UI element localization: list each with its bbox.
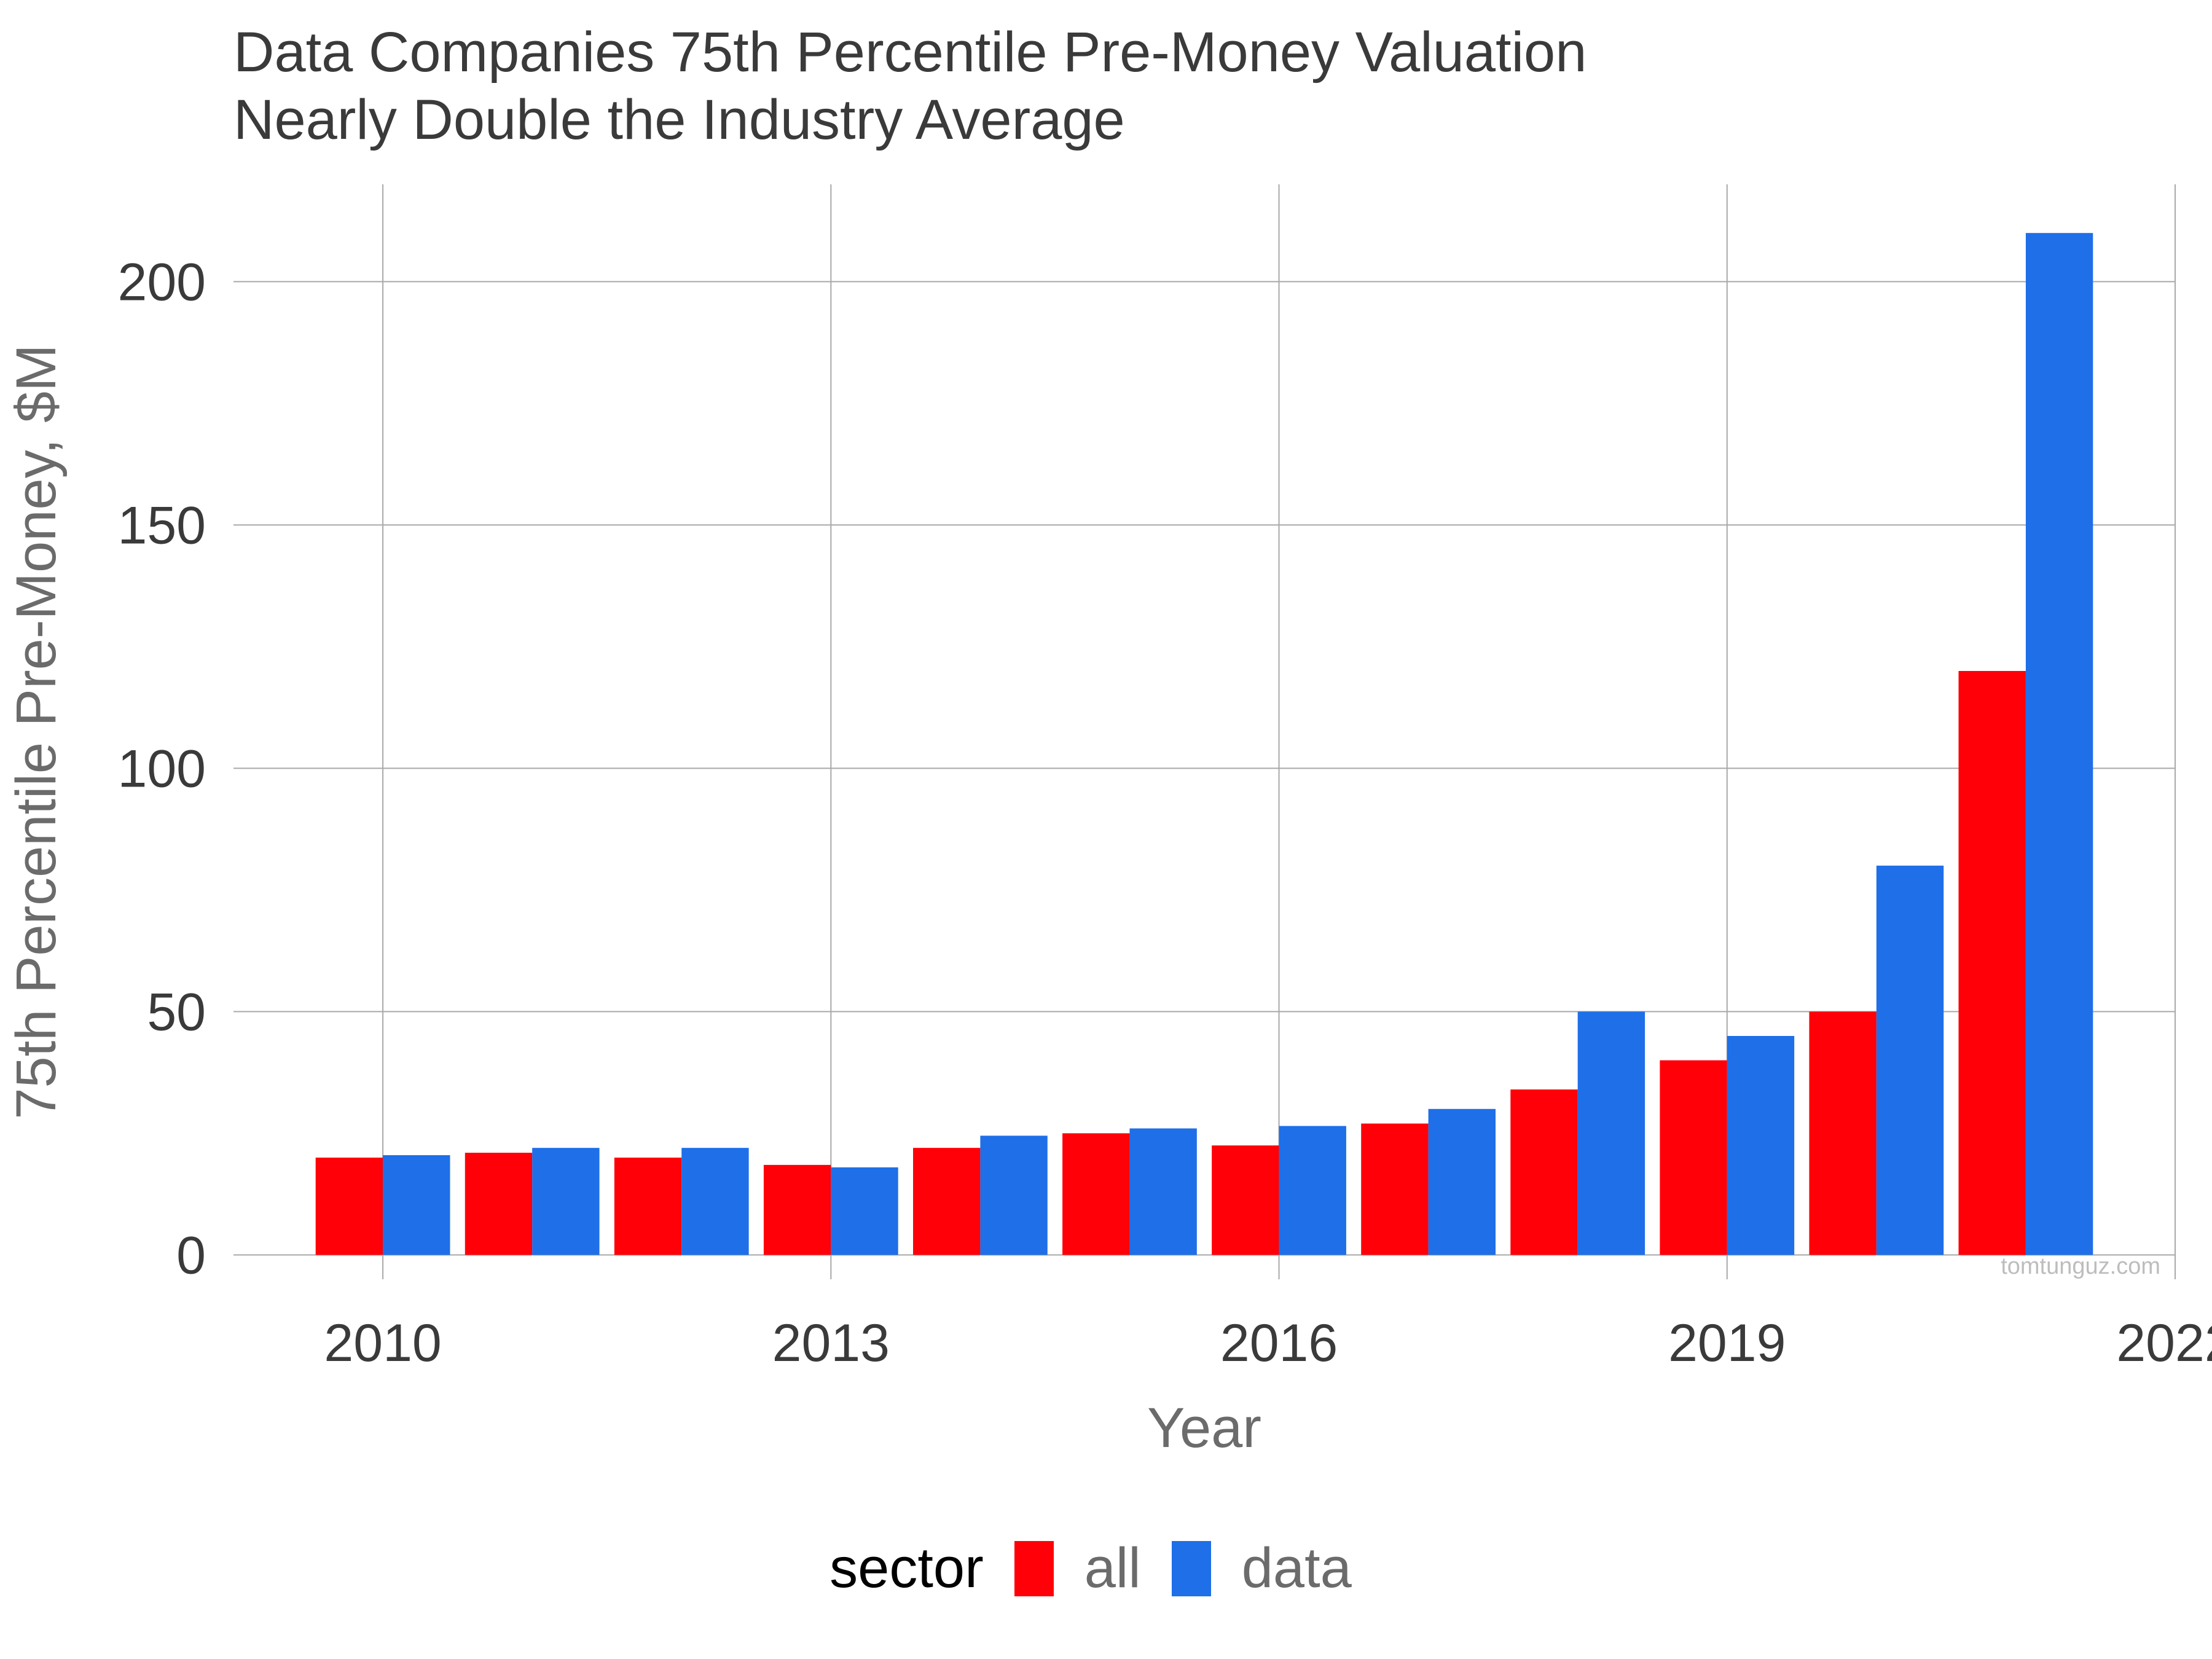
bar-data-2018 (1577, 1011, 1645, 1255)
bar-all-2017 (1361, 1123, 1429, 1255)
bar-all-2011 (465, 1153, 533, 1255)
watermark: tomtunguz.com (2001, 1253, 2160, 1279)
x-tick-label: 2010 (324, 1314, 441, 1373)
legend-swatch-data (1171, 1540, 1211, 1596)
bar-all-2016 (1212, 1145, 1279, 1255)
x-axis-title: Year (1147, 1397, 1261, 1459)
bar-data-2017 (1428, 1108, 1496, 1255)
y-axis-title: 75th Percentile Pre-Money, $M (5, 344, 68, 1119)
bar-data-2013 (831, 1167, 898, 1255)
x-tick-label: 2019 (1668, 1314, 1786, 1373)
bar-data-2020 (1876, 865, 1944, 1255)
bar-data-2021 (2025, 233, 2093, 1255)
y-tick-label: 50 (147, 982, 206, 1041)
bar-data-2015 (1129, 1128, 1197, 1255)
y-tick-label: 0 (176, 1226, 206, 1285)
bar-data-2010 (383, 1155, 450, 1255)
y-tick-label: 200 (118, 253, 206, 312)
legend-label-all: all (1084, 1537, 1141, 1599)
bar-all-2014 (913, 1148, 981, 1255)
bar-all-2019 (1660, 1060, 1727, 1255)
y-tick-label: 150 (118, 496, 206, 555)
y-tick-label: 100 (118, 739, 206, 798)
chart-title: Data Companies 75th Percentile Pre-Money… (233, 21, 1587, 84)
x-tick-label: 2016 (1220, 1314, 1338, 1373)
legend-title: sector (830, 1537, 984, 1599)
legend-swatch-all (1014, 1540, 1054, 1596)
bar-all-2013 (763, 1164, 831, 1255)
bar-all-2010 (315, 1158, 383, 1255)
legend-label-data: data (1241, 1537, 1352, 1599)
bar-data-2011 (532, 1148, 600, 1255)
bar-all-2015 (1062, 1133, 1130, 1255)
legend-item-all: all (1014, 1536, 1141, 1601)
bar-all-2021 (1958, 671, 2026, 1255)
bar-all-2020 (1809, 1011, 1877, 1255)
x-tick-label: 2022 (2116, 1314, 2212, 1373)
bar-data-2019 (1727, 1036, 1795, 1255)
bar-all-2012 (614, 1158, 682, 1255)
bar-data-2016 (1279, 1126, 1346, 1255)
chart-subtitle: Nearly Double the Industry Average (233, 88, 1125, 151)
legend-item-data: data (1171, 1536, 1352, 1601)
bar-data-2012 (681, 1148, 749, 1255)
x-tick-label: 2013 (772, 1314, 890, 1373)
bar-all-2018 (1510, 1089, 1578, 1255)
chart-title-block: Data Companies 75th Percentile Pre-Money… (233, 18, 1586, 154)
bar-data-2014 (980, 1135, 1048, 1255)
legend: sector all data (0, 1536, 2212, 1601)
